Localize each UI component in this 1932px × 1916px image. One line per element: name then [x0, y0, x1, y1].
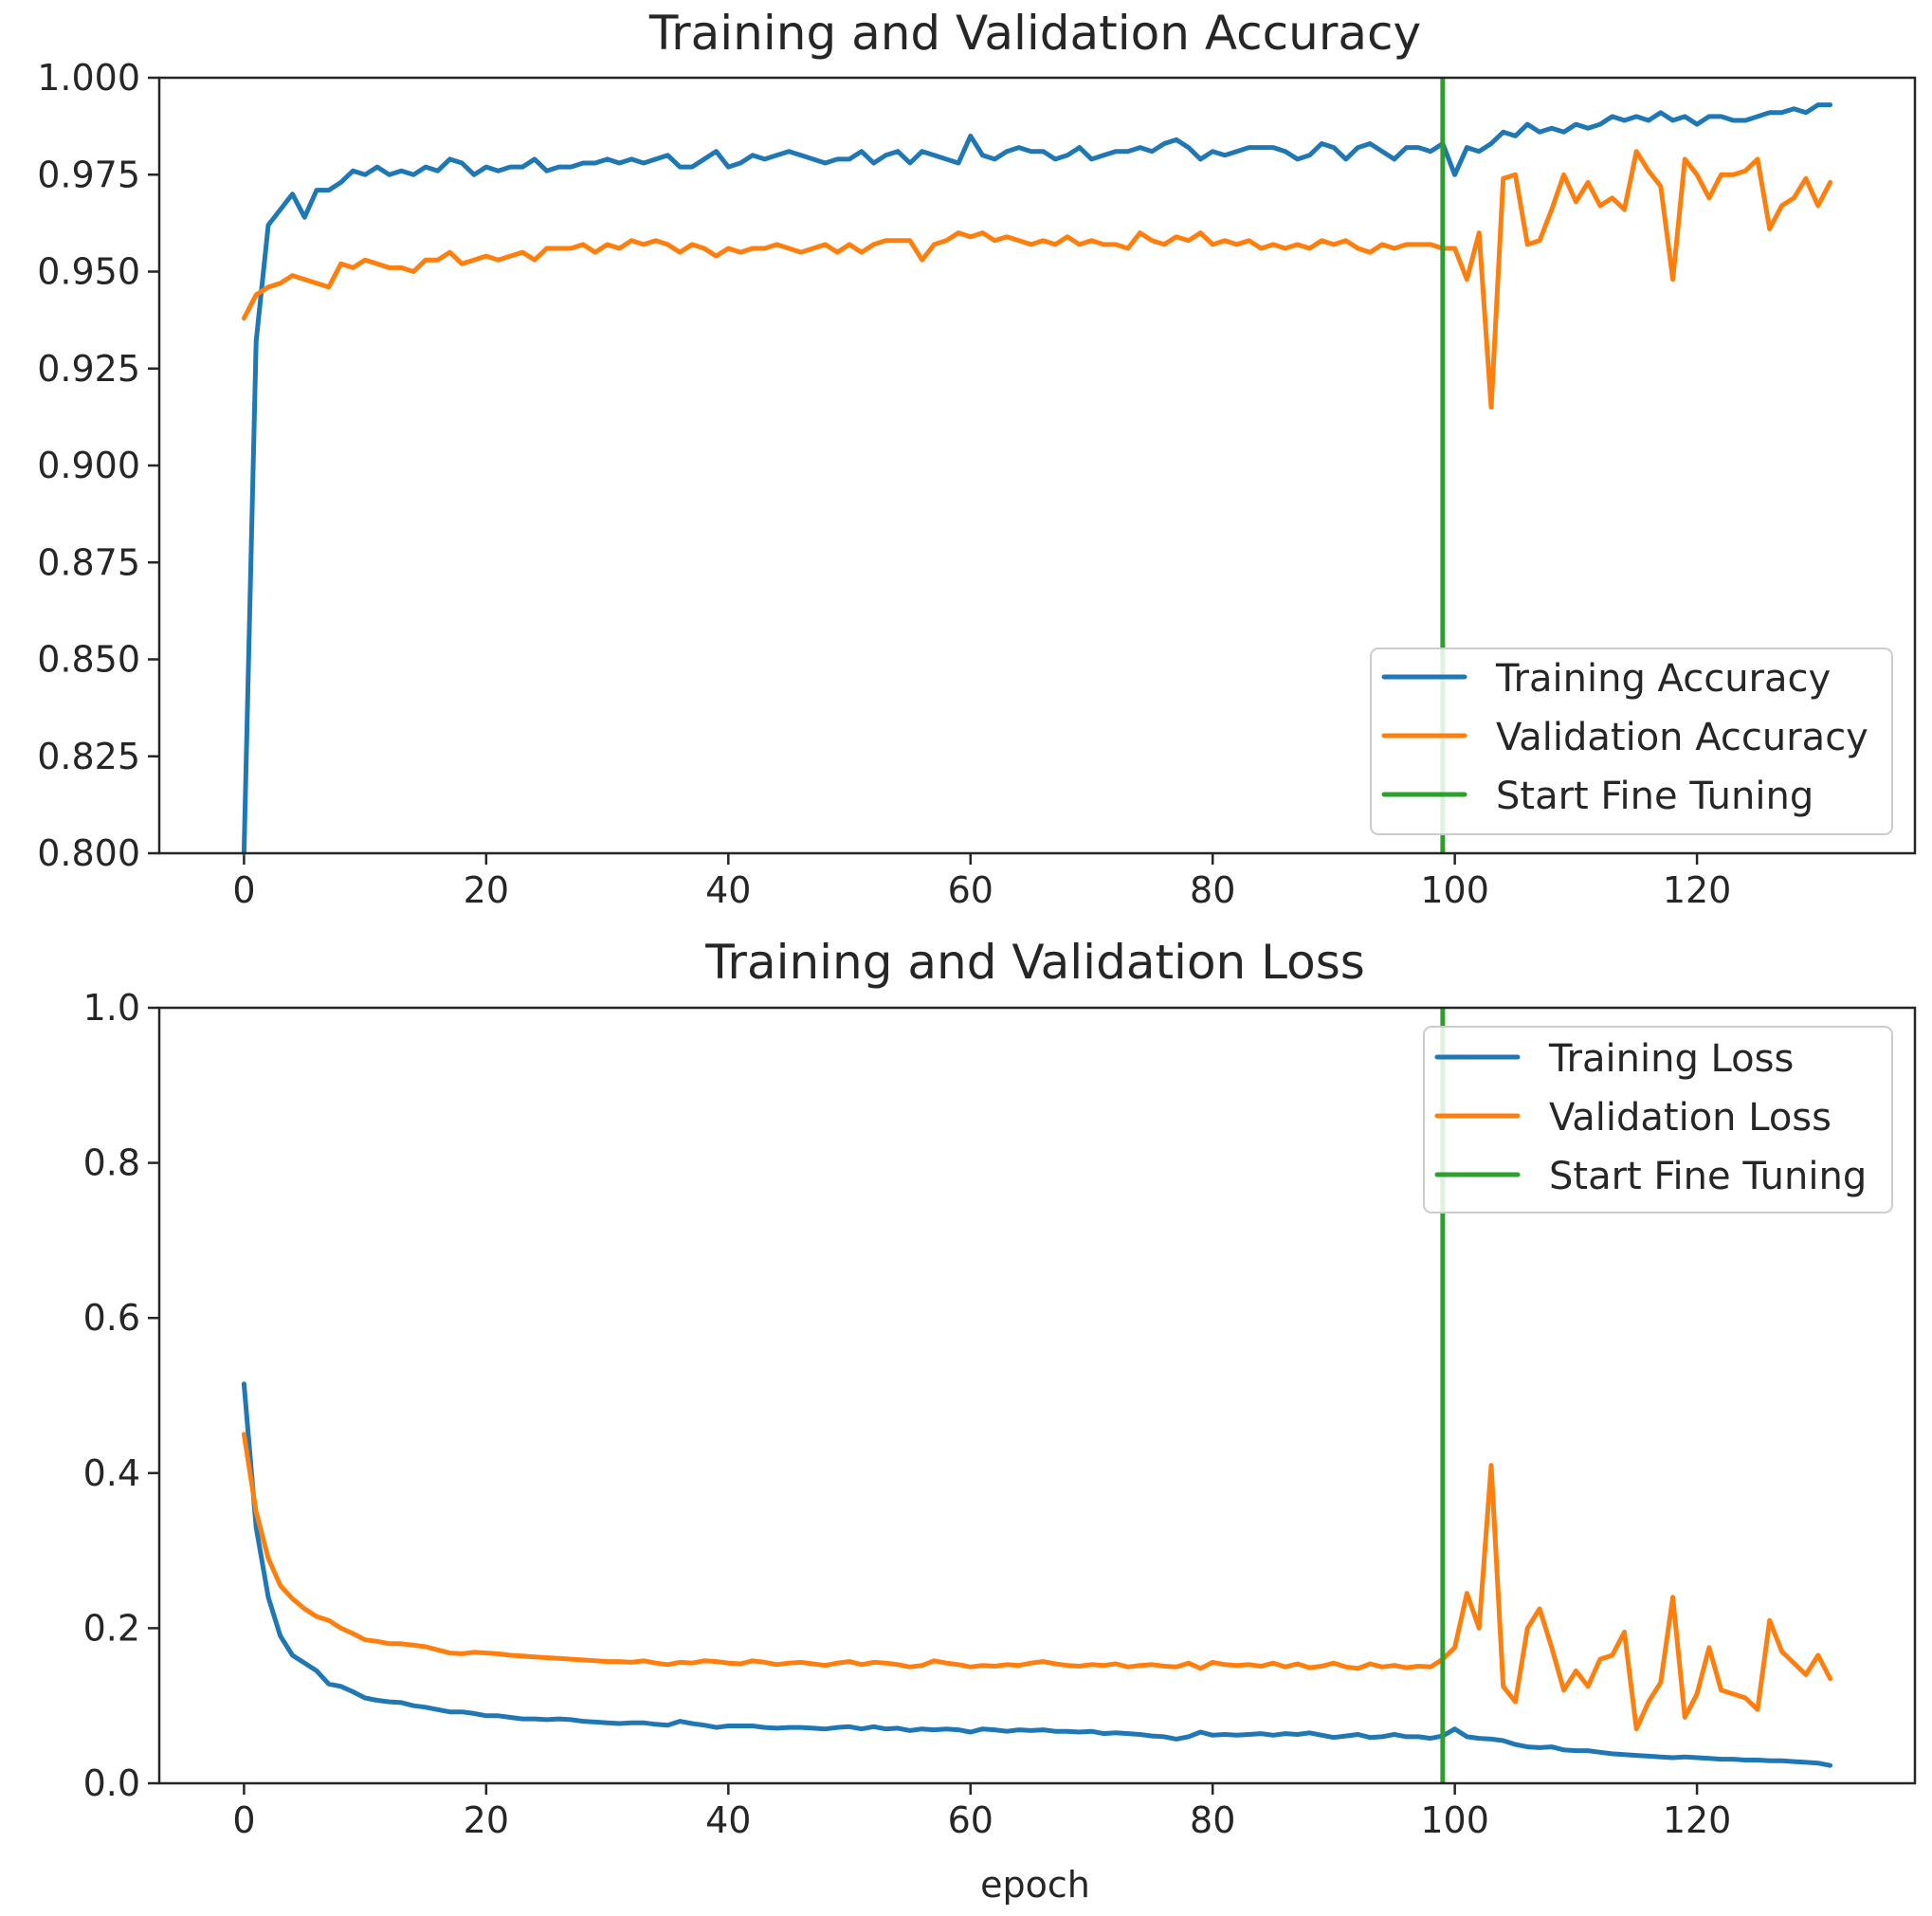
legend-label-training-accuracy: Training Accuracy — [1495, 657, 1831, 701]
accuracy-y-tick-label: 0.875 — [37, 541, 140, 583]
accuracy-x-tick-label: 0 — [232, 869, 255, 911]
accuracy-plot-frame — [157, 76, 1917, 855]
loss-x-tick-label: 120 — [1663, 1799, 1732, 1841]
accuracy-x-tick-label: 20 — [464, 869, 509, 911]
accuracy-y-tick-label: 0.950 — [37, 251, 140, 293]
accuracy-x-tick-label: 100 — [1420, 869, 1489, 911]
legend-label-fine-tuning-loss: Start Fine Tuning — [1549, 1155, 1867, 1198]
loss-chart: Training and Validation Loss 0.00.20.40.… — [83, 935, 1917, 1906]
accuracy-y-tick-label: 0.900 — [37, 445, 140, 486]
accuracy-x-tick-label: 40 — [705, 869, 751, 911]
accuracy-chart: Training and Validation Accuracy 0.8000.… — [37, 6, 1917, 911]
legend-label-validation-accuracy: Validation Accuracy — [1496, 716, 1868, 759]
accuracy-y-tick-label: 0.850 — [37, 639, 140, 681]
loss-x-tick-label: 20 — [464, 1799, 509, 1841]
loss-y-tick-label: 0.6 — [83, 1297, 140, 1339]
loss-y-tick-label: 0.8 — [83, 1142, 140, 1184]
accuracy-y-axis: 0.800 0.825 0.850 0.875 0.900 0.925 0.950 0.975… — [37, 57, 159, 874]
accuracy-y-tick-label: 0.975 — [37, 154, 140, 195]
accuracy-series-training-accuracy — [241, 102, 1833, 856]
accuracy-x-axis: 0 20 40 60 80 100 120 — [232, 853, 1731, 911]
accuracy-legend: Training Accuracy Validation Accuracy St… — [1370, 648, 1893, 835]
loss-y-tick-label: 0.4 — [83, 1452, 140, 1494]
legend-label-fine-tuning: Start Fine Tuning — [1496, 775, 1814, 818]
legend-label-training-loss: Training Loss — [1548, 1037, 1794, 1081]
loss-legend-box — [1423, 1026, 1893, 1213]
accuracy-y-tick-label: 0.925 — [37, 348, 140, 390]
loss-x-axis-label: epoch — [980, 1864, 1090, 1906]
accuracy-x-tick-label: 60 — [948, 869, 993, 911]
accuracy-y-tick-label: 0.825 — [37, 736, 140, 777]
loss-x-tick-label: 60 — [948, 1799, 993, 1841]
loss-y-tick-label: 0.2 — [83, 1607, 140, 1649]
loss-plot-frame — [157, 1006, 1917, 1785]
loss-y-axis: 0.0 0.2 0.4 0.6 0.8 1.0 — [83, 987, 159, 1804]
loss-x-tick-label: 0 — [232, 1799, 255, 1841]
loss-y-tick-label: 0.0 — [83, 1762, 140, 1804]
accuracy-series-validation-accuracy — [241, 149, 1833, 411]
accuracy-x-tick-label: 120 — [1663, 869, 1732, 911]
accuracy-y-tick-label: 1.000 — [37, 57, 140, 99]
loss-series-training-loss — [241, 1381, 1833, 1768]
loss-series-validation-loss — [241, 1432, 1833, 1732]
loss-x-tick-label: 100 — [1420, 1799, 1489, 1841]
accuracy-legend-box — [1370, 648, 1893, 835]
accuracy-chart-title: Training and Validation Accuracy — [648, 6, 1421, 61]
legend-label-validation-loss: Validation Loss — [1549, 1096, 1832, 1140]
loss-y-tick-label: 1.0 — [83, 987, 140, 1029]
loss-x-axis: 0 20 40 60 80 100 120 — [232, 1783, 1731, 1841]
accuracy-x-tick-label: 80 — [1190, 869, 1235, 911]
accuracy-y-tick-label: 0.800 — [37, 832, 140, 874]
loss-legend: Training Loss Validation Loss Start Fine… — [1423, 1026, 1893, 1213]
loss-chart-title: Training and Validation Loss — [704, 935, 1365, 990]
loss-x-tick-label: 40 — [705, 1799, 751, 1841]
loss-x-tick-label: 80 — [1190, 1799, 1235, 1841]
